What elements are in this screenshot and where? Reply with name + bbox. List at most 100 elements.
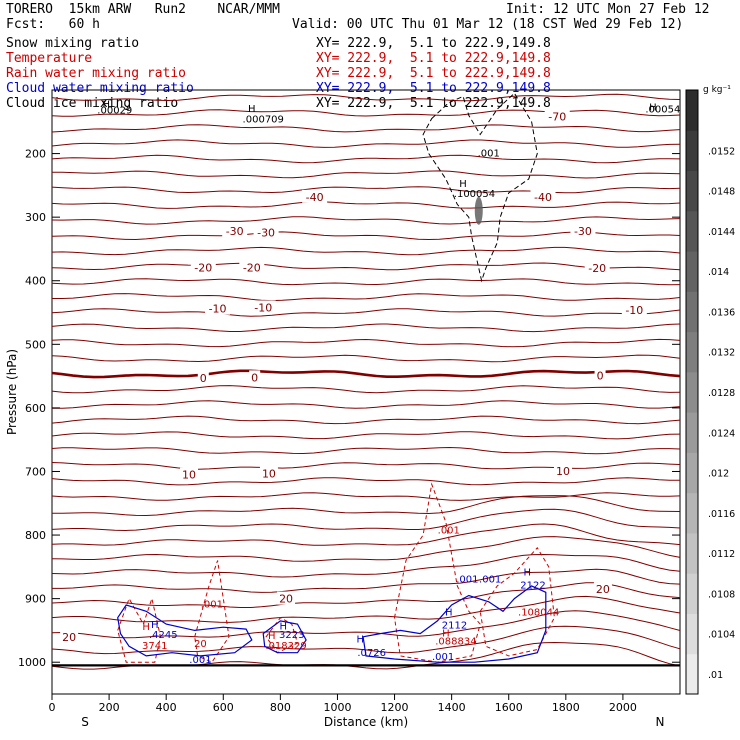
temperature-isotherm (51, 338, 681, 348)
label-background (594, 368, 606, 382)
contour-annotation: H (102, 99, 110, 110)
colorbar-unit: g kg⁻¹ (703, 85, 731, 95)
label-background (302, 189, 328, 203)
temperature-label: 20 (62, 631, 76, 644)
label-background (277, 591, 296, 605)
cloud-water-contour (117, 604, 253, 657)
temperature-isotherm (51, 109, 681, 117)
colorbar-tick-label: .0148 (708, 187, 735, 198)
y-tick-label: 300 (25, 211, 46, 224)
label-background (553, 463, 572, 477)
contour-annotation: .001 (479, 574, 501, 585)
colorbar-segment (686, 210, 698, 252)
contour-annotation: 3223 (279, 630, 304, 641)
contour-annotation: H (649, 103, 657, 114)
temperature-label: 0 (251, 371, 258, 384)
y-tick-label: 1000 (18, 656, 46, 669)
colorbar-segment (686, 492, 698, 534)
colorbar-segment (686, 331, 698, 373)
colorbar-segment (686, 653, 698, 695)
temperature-label: -10 (625, 304, 643, 317)
label-background (190, 260, 216, 274)
label-background (60, 629, 79, 643)
contour-annotation: 2112 (442, 621, 467, 632)
temperature-isotherm (51, 186, 681, 194)
contour-annotation: .000709 (243, 115, 284, 126)
colorbar-tick-label: .0116 (708, 509, 735, 520)
contour-annotation: 2122 (520, 581, 545, 592)
temperature-isotherm (51, 582, 681, 608)
x-tick-label: 1800 (552, 701, 580, 714)
label-background (593, 582, 612, 596)
plot-frame (51, 89, 681, 695)
field-xy-rain: XY= 222.9, 5.1 to 222.9,149.8 (316, 66, 551, 81)
temperature-label: -40 (306, 191, 324, 204)
label-background (197, 371, 209, 385)
x-tick-label: 1000 (323, 701, 351, 714)
colorbar-segment (686, 170, 698, 212)
contour-annotation: 20 (194, 639, 207, 650)
temperature-isotherm (51, 477, 680, 486)
colorbar-tick-label: .0144 (708, 227, 735, 238)
temperature-label: 20 (596, 583, 610, 596)
temperature-isotherm (51, 523, 681, 546)
contour-annotation: .001 (478, 148, 500, 159)
temperature-isotherm (51, 431, 681, 440)
colorbar-tick-label: .0136 (708, 307, 735, 318)
contour-annotation: H (442, 628, 450, 639)
label-background (570, 224, 596, 238)
temperature-isotherm (51, 536, 681, 562)
temperature-isotherm (51, 415, 681, 425)
colorbar-frame (685, 89, 699, 695)
contour-annotation: H (268, 631, 276, 642)
label-background (259, 466, 278, 480)
x-tick-label: 1600 (495, 701, 523, 714)
field-label-snow: Snow mixing ratio (6, 36, 140, 51)
temperature-label: -20 (588, 262, 606, 275)
temperature-isotherm (51, 462, 681, 470)
temperature-label: 10 (556, 465, 570, 478)
temperature-label: -30 (226, 225, 244, 238)
colorbar-segment (686, 452, 698, 494)
colorbar-tick-label: .01 (708, 670, 723, 681)
temperature-isotherm (51, 308, 681, 317)
contour-annotation: .001 (432, 652, 454, 663)
contour-annotation: .001 (201, 600, 223, 611)
y-tick-label: 600 (25, 402, 46, 415)
temperature-isotherm (51, 369, 681, 379)
temperature-isotherm (51, 246, 681, 256)
x-tick-label: 200 (99, 701, 120, 714)
x-tick-label: 400 (156, 701, 177, 714)
temperature-label: -20 (243, 261, 261, 274)
temperature-isotherm (51, 508, 681, 532)
temperature-isotherm (51, 154, 681, 164)
temperature-label: -30 (574, 225, 592, 238)
temperature-isotherm (51, 446, 681, 455)
colorbar-tick-label: .0112 (708, 549, 735, 560)
x-tick-label: 2000 (609, 701, 637, 714)
temperature-isotherm (51, 595, 681, 623)
contour-annotation: .00054 (645, 104, 680, 115)
snow-shading (474, 196, 483, 225)
colorbar-segment (686, 130, 698, 172)
rain-water-contour (393, 482, 481, 663)
temperature-isotherm (51, 400, 681, 409)
label-background (584, 261, 610, 275)
colorbar-tick-label: .0108 (708, 589, 735, 600)
label-background (621, 302, 647, 316)
contour-annotation: .108044 (518, 607, 559, 618)
model-title: TORERO 15km ARW Run2 NCAR/MMM (6, 2, 280, 17)
colorbar-tick-label: .0128 (708, 388, 735, 399)
temperature-isotherm (51, 93, 681, 102)
temperature-isotherm (51, 323, 681, 333)
field-label-cloud-water: Cloud water mixing ratio (6, 81, 194, 96)
temperature-label: -10 (254, 301, 272, 314)
temperature-label: -70 (548, 111, 566, 124)
colorbar-tick-label: .012 (708, 469, 729, 480)
colorbar-segment (686, 412, 698, 453)
colorbar-segment (686, 371, 698, 413)
field-xy-snow: XY= 222.9, 5.1 to 222.9,149.8 (316, 36, 551, 51)
forecast-hour: Fcst: 60 h (6, 17, 100, 32)
temperature-label: 20 (279, 593, 293, 606)
